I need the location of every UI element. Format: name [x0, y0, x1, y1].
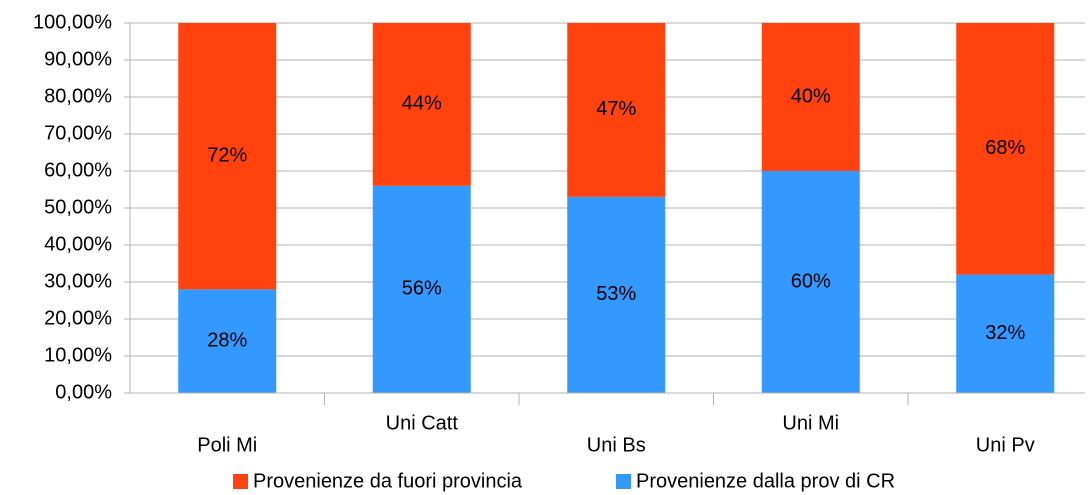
bar-segment [567, 23, 666, 197]
y-tick-label: 60,00% [44, 159, 112, 181]
data-label: 44% [402, 93, 442, 115]
bar-segment [372, 185, 471, 393]
data-label: 72% [207, 144, 247, 166]
x-tick-label: Uni Bs [587, 434, 646, 456]
bar-segment [567, 196, 666, 393]
bar-segment [178, 289, 277, 393]
data-label: 68% [985, 137, 1025, 159]
y-tick-label: 30,00% [44, 270, 112, 292]
data-label: 60% [791, 270, 831, 292]
legend-label: Provenienze da fuori provincia [253, 470, 523, 492]
bar-segment [956, 23, 1055, 275]
y-tick-label: 70,00% [44, 122, 112, 144]
bar-segment [761, 171, 860, 393]
x-tick-label: Uni Mi [782, 412, 839, 434]
y-tick-label: 50,00% [44, 196, 112, 218]
data-label: 28% [207, 329, 247, 351]
y-tick-label: 80,00% [44, 85, 112, 107]
bar-segment [956, 274, 1055, 393]
bar-segment [761, 23, 860, 171]
y-tick-label: 20,00% [44, 307, 112, 329]
y-tick-label: 90,00% [44, 48, 112, 70]
data-label: 32% [985, 322, 1025, 344]
data-label: 47% [596, 98, 636, 120]
data-label: 40% [791, 85, 831, 107]
x-tick-label: Uni Pv [976, 434, 1035, 456]
bar-segment [372, 23, 471, 186]
data-label: 56% [402, 278, 442, 300]
bar-segment [178, 23, 277, 290]
x-tick-label: Uni Catt [386, 412, 459, 434]
legend-label: Provenienze dalla prov di CR [636, 470, 895, 492]
y-tick-label: 40,00% [44, 233, 112, 255]
y-tick-label: 10,00% [44, 344, 112, 366]
data-label: 53% [596, 283, 636, 305]
legend-swatch [233, 474, 248, 489]
y-tick-label: 0,00% [55, 381, 112, 403]
legend-swatch [616, 474, 631, 489]
y-tick-label: 100,00% [33, 11, 112, 33]
x-tick-label: Poli Mi [197, 434, 257, 456]
